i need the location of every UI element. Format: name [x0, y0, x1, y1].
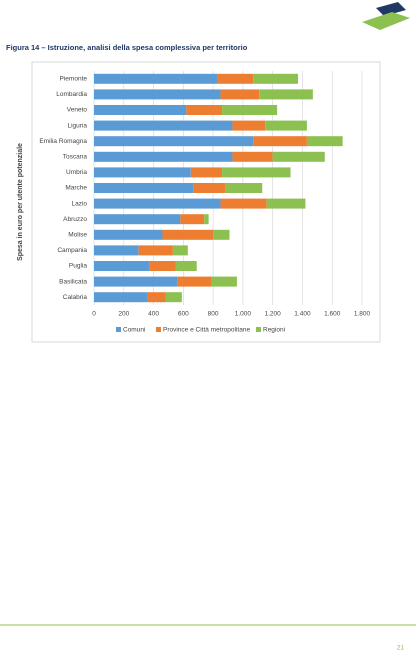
- y-tick-label: Molise: [68, 232, 87, 239]
- bar-segment: [265, 120, 307, 131]
- bar-segment: [222, 167, 291, 178]
- x-tick-label: 600: [178, 311, 189, 318]
- y-tick-label: Liguria: [67, 122, 87, 129]
- x-tick-label: 1.400: [294, 311, 311, 318]
- y-tick-label: Campania: [57, 247, 87, 254]
- bar-segment: [225, 183, 263, 193]
- bar-segment: [306, 136, 343, 147]
- bar-segment: [190, 167, 223, 178]
- y-tick-label: Abruzzo: [63, 216, 87, 223]
- bar-segment: [94, 120, 233, 131]
- bar-segment: [213, 229, 230, 240]
- bar-segment: [220, 89, 260, 100]
- x-tick-label: 1.200: [265, 311, 282, 318]
- legend-swatch: [116, 327, 121, 332]
- y-tick-label: Calabria: [63, 294, 88, 301]
- bar-segment: [94, 276, 178, 287]
- legend-swatch: [156, 327, 161, 332]
- x-tick-label: 1.600: [324, 311, 341, 318]
- y-tick-label: Toscana: [63, 154, 88, 161]
- x-tick-label: 800: [208, 311, 219, 318]
- page-number: 21: [397, 645, 405, 652]
- bar-segment: [94, 229, 163, 240]
- bar-segment: [177, 276, 212, 287]
- bar-segment: [94, 198, 221, 209]
- bar-segment: [94, 105, 187, 115]
- bar-segment: [94, 245, 139, 256]
- bar-segment: [253, 73, 298, 84]
- bar-segment: [220, 198, 267, 209]
- bar-segment: [259, 89, 313, 100]
- x-tick-label: 0: [92, 311, 96, 318]
- bar-segment: [94, 261, 150, 271]
- legend-swatch: [256, 327, 261, 332]
- legend-label: Regioni: [263, 327, 285, 334]
- bar-segment: [138, 245, 173, 256]
- bar-segment: [175, 261, 197, 271]
- bar-segment: [94, 73, 218, 84]
- y-tick-label: Umbria: [66, 169, 87, 176]
- bar-segment: [165, 292, 182, 303]
- y-tick-label: Emilia Romagna: [39, 138, 87, 145]
- bar-segment: [222, 105, 278, 115]
- bar-segment: [94, 167, 191, 178]
- bar-segment: [172, 245, 188, 256]
- caption: Figura 14 – Istruzione, analisi della sp…: [6, 43, 248, 52]
- bar-segment: [211, 276, 237, 287]
- y-tick-label: Veneto: [67, 107, 88, 114]
- bar-segment: [94, 136, 254, 147]
- bar-segment: [94, 183, 194, 193]
- bar-segment: [253, 136, 307, 147]
- bar-segment: [232, 151, 273, 162]
- x-tick-label: 400: [148, 311, 159, 318]
- bar-segment: [149, 261, 176, 271]
- legend-label: Comuni: [123, 327, 145, 334]
- bar-segment: [94, 292, 148, 303]
- bar-segment: [180, 214, 205, 225]
- x-tick-label: 1.000: [235, 311, 252, 318]
- y-tick-label: Piemonte: [60, 76, 88, 83]
- bar-segment: [272, 151, 325, 162]
- bar-segment: [232, 120, 266, 131]
- y-tick-label: Basilicata: [59, 278, 87, 285]
- bar-segment: [204, 214, 209, 225]
- y-tick-label: Puglia: [69, 263, 87, 270]
- x-tick-label: 1.800: [354, 311, 371, 318]
- bar-segment: [147, 292, 166, 303]
- y-axis-label: Spesa in euro per utente potenziale: [17, 143, 24, 261]
- logo: [362, 2, 410, 30]
- bar-segment: [94, 214, 181, 225]
- bar-segment: [186, 105, 223, 115]
- bar-segment: [94, 89, 221, 100]
- y-tick-label: Lazio: [71, 200, 87, 207]
- bar-segment: [94, 151, 233, 162]
- y-tick-label: Lombardia: [56, 91, 87, 98]
- x-tick-label: 200: [118, 311, 129, 318]
- bar-segment: [162, 229, 214, 240]
- bar-segment: [266, 198, 306, 209]
- bar-segment: [193, 183, 226, 193]
- y-tick-label: Marche: [65, 185, 87, 192]
- bar-segment: [217, 73, 254, 84]
- legend-label: Province e Città metropolitane: [163, 327, 250, 334]
